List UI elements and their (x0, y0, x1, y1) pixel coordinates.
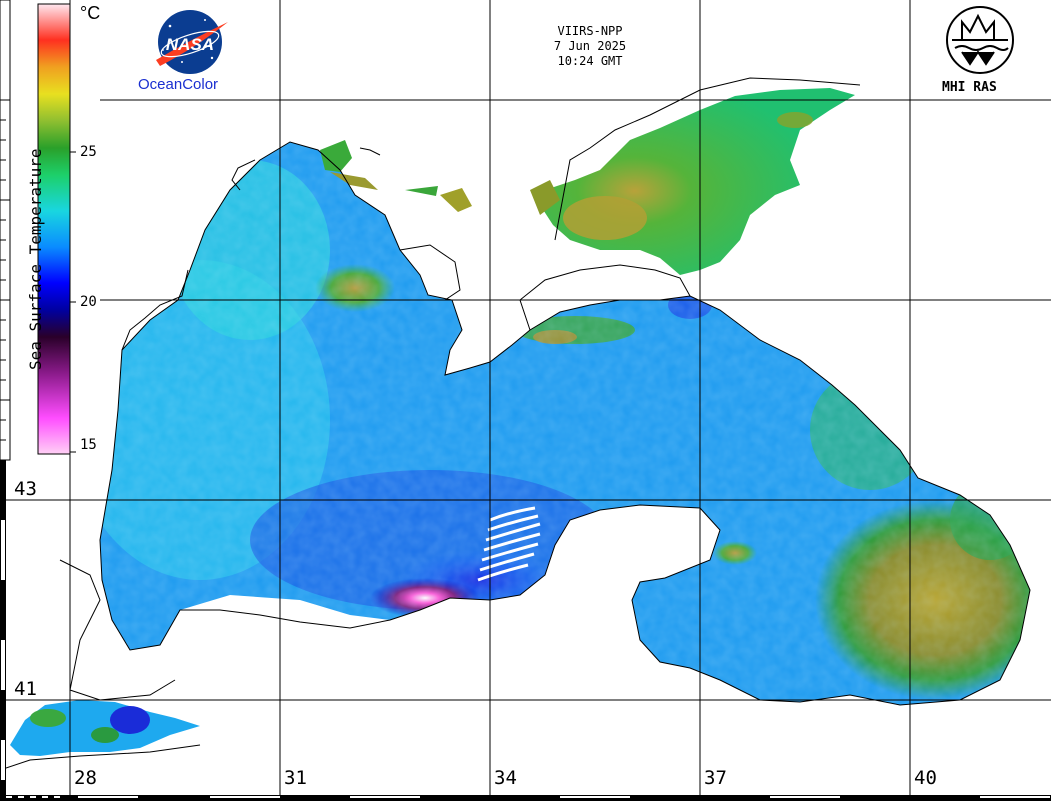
mhi-ras-label: MHI RAS (942, 80, 997, 95)
colorbar-tick-20: 20 (80, 294, 97, 310)
oceancolor-label: OceanColor (138, 76, 219, 93)
no-data-area (180, 595, 390, 628)
longitude-label-34: 34 (494, 767, 517, 789)
latitude-label-43: 43 (14, 478, 37, 500)
left-scale (0, 0, 11, 800)
mhi-ras-logo (946, 6, 1014, 74)
colorbar-tick-15: 15 (80, 437, 97, 453)
coastline (99, 141, 1031, 706)
swath-gaps (477, 506, 541, 582)
longitude-label-37: 37 (704, 767, 727, 789)
colorbar-title: Sea Surface Temperature (26, 148, 45, 370)
acquisition-info: VIIRS-NPP 7 Jun 2025 10:24 GMT (500, 24, 680, 69)
longitude-label-40: 40 (914, 767, 937, 789)
latitude-label-41: 41 (14, 678, 37, 700)
acquisition-time: 10:24 GMT (557, 54, 623, 68)
colorbar-tick-25: 25 (80, 144, 97, 160)
satellite-name: VIIRS-NPP (557, 24, 623, 38)
longitude-label-28: 28 (74, 767, 97, 789)
nasa-logo: NASA (156, 10, 228, 74)
colorbar-unit: °C (80, 3, 101, 23)
colorbar (37, 3, 76, 455)
nasa-wordmark: NASA (166, 35, 214, 54)
bottom-scale (0, 795, 1051, 801)
acquisition-date: 7 Jun 2025 (553, 39, 627, 53)
longitude-label-31: 31 (284, 767, 307, 789)
